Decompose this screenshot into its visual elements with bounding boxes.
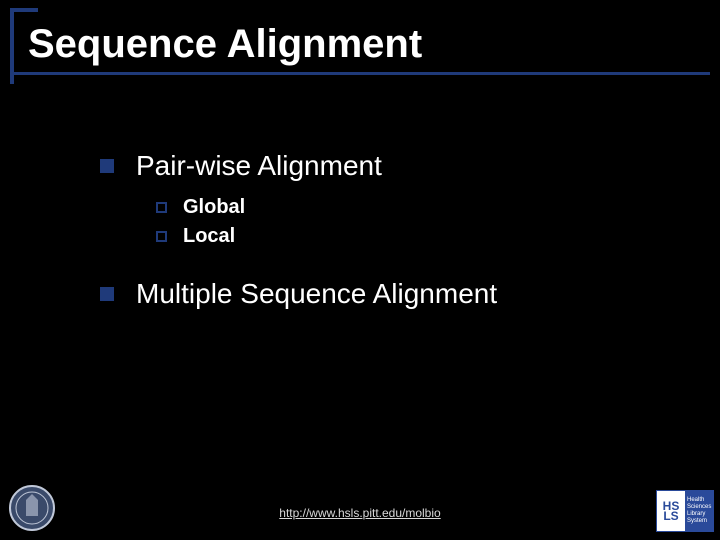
hsls-word: Library — [687, 511, 711, 518]
square-bullet-icon — [100, 159, 114, 173]
bullet-label: Pair-wise Alignment — [136, 150, 382, 182]
square-bullet-icon — [100, 287, 114, 301]
sub-bullet-item: Global — [156, 196, 497, 219]
hsls-word: Sciences — [687, 504, 711, 511]
footer-link[interactable]: http://www.hsls.pitt.edu/molbio — [279, 506, 440, 520]
hollow-square-bullet-icon — [156, 202, 167, 213]
sub-bullet-item: Local — [156, 225, 497, 248]
title-underline — [10, 72, 710, 75]
bullet-item: Pair-wise Alignment — [100, 150, 497, 182]
bullet-label: Multiple Sequence Alignment — [136, 278, 497, 310]
hsls-logo-right: Health Sciences Library System — [685, 491, 713, 531]
hsls-logo-left: HS LS — [657, 491, 685, 531]
hsls-logo: HS LS Health Sciences Library System — [656, 490, 714, 532]
spacer — [100, 254, 497, 278]
hollow-square-bullet-icon — [156, 231, 167, 242]
hsls-word: System — [687, 518, 711, 525]
sub-bullet-label: Global — [183, 196, 245, 219]
hsls-initials: LS — [663, 511, 678, 521]
content-area: Pair-wise Alignment Global Local Multipl… — [100, 150, 497, 324]
bullet-item: Multiple Sequence Alignment — [100, 278, 497, 310]
hsls-word: Health — [687, 497, 711, 504]
university-seal-icon — [8, 484, 56, 532]
slide-title: Sequence Alignment — [28, 22, 422, 67]
sub-bullet-label: Local — [183, 225, 235, 248]
